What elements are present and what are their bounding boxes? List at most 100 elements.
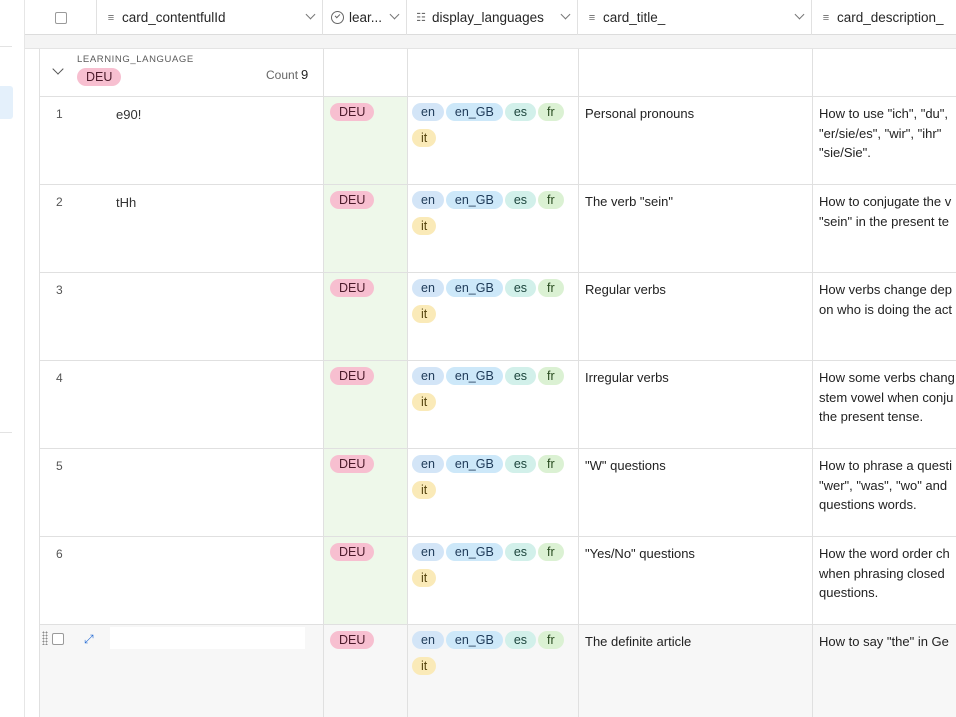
column-header-display-languages[interactable]: ☷ display_languages <box>407 0 578 35</box>
learning-language-cell[interactable]: DEU <box>324 361 408 448</box>
learning-language-cell[interactable]: DEU <box>324 273 408 360</box>
column-header-card-title[interactable]: ≡ card_title_ <box>578 0 812 35</box>
lang-tag-en: en <box>412 455 444 473</box>
card-description-cell[interactable]: How some verbs chang stem vowel when con… <box>813 361 956 448</box>
card-title-cell[interactable]: Irregular verbs <box>585 370 669 385</box>
card-title-cell[interactable]: Regular verbs <box>585 282 666 297</box>
card-title-cell[interactable]: Personal pronouns <box>585 106 695 121</box>
chevron-down-icon[interactable] <box>305 9 316 20</box>
group-count-value: 9 <box>301 67 309 82</box>
table-row-hovered[interactable]: ⤢ DEU en en_GB es fr it The definite article… <box>39 625 956 717</box>
redacted-area <box>110 627 305 649</box>
card-description-cell[interactable]: How to conjugate the v "sein" in the pre… <box>813 185 956 272</box>
description-line: "wer", "was", "wo" and <box>819 477 948 493</box>
card-description-cell[interactable]: How verbs change dep on who is doing the… <box>813 273 956 360</box>
lang-tag-en-gb: en_GB <box>445 631 503 649</box>
learning-language-cell[interactable]: DEU <box>324 449 408 536</box>
lang-tag-en: en <box>412 543 444 561</box>
column-divider <box>578 49 579 717</box>
card-description-cell[interactable]: How to phrase a questi "wer", "was", "wo… <box>813 449 956 536</box>
chevron-down-icon[interactable] <box>794 9 805 20</box>
column-header-content-id[interactable]: ≡ card_contentfulId <box>97 0 323 35</box>
collapse-group-chevron-icon[interactable] <box>52 63 64 75</box>
table-row[interactable]: 2 tHh DEU en en_GB es frit The verb "sein" … <box>39 185 956 273</box>
card-title-cell[interactable]: The definite article <box>585 634 692 649</box>
table-row[interactable]: 3 DEU en en_GB es fr it Regular verbs How ve… <box>39 273 956 361</box>
table-row[interactable]: 6 DEU en en_GB es fr it "Yes/No" questions H… <box>39 537 956 625</box>
row-number: 5 <box>56 459 63 473</box>
learning-language-cell[interactable]: DEU <box>324 625 408 712</box>
select-all-checkbox[interactable] <box>54 11 67 24</box>
content-id-cell[interactable]: tHh <box>116 195 137 210</box>
deu-tag: DEU <box>330 103 375 121</box>
column-label: card_contentfulId <box>122 10 226 25</box>
card-description-cell[interactable]: How to use "ich", "du", "er/sie/es", "wi… <box>813 97 956 184</box>
column-label: card_description_ <box>837 10 944 25</box>
select-all-cell[interactable] <box>25 0 97 35</box>
lang-tag-it: it <box>412 657 437 675</box>
card-title-cell[interactable]: "W" questions <box>585 458 666 473</box>
deu-tag: DEU <box>330 279 375 297</box>
text-field-icon: ≡ <box>107 11 115 24</box>
lang-tag-es: es <box>504 367 537 385</box>
display-languages-cell[interactable]: en en_GB es fr it <box>408 97 573 184</box>
display-languages-cell[interactable]: en en_GB es fr it <box>408 361 573 448</box>
display-languages-cell[interactable]: en en_GB es fr it <box>408 449 573 536</box>
lang-tag-fr: fr <box>538 367 564 385</box>
card-title-cell[interactable]: The verb "sein" <box>585 194 673 209</box>
lang-tag-es: es <box>504 279 537 297</box>
row-checkbox[interactable] <box>52 633 64 645</box>
card-description-cell[interactable]: How to say "the" in Ge <box>813 625 956 712</box>
drag-handle-icon[interactable] <box>42 631 48 645</box>
description-line: "er/sie/es", "wir", "ihr" <box>819 125 942 141</box>
lang-tag-it: it <box>412 393 437 411</box>
description-line: stem vowel when conju <box>819 389 954 405</box>
expand-record-icon[interactable]: ⤢ <box>84 632 94 646</box>
sidebar-divider <box>0 432 12 433</box>
chevron-down-icon[interactable] <box>389 9 400 20</box>
display-languages-cell[interactable]: en en_GB es fr it <box>408 625 573 712</box>
lang-tag-es: es <box>504 103 537 121</box>
left-sidebar-strip <box>0 0 25 717</box>
description-line: How to use "ich", "du", <box>819 106 949 121</box>
lang-tag-en-gb: en_GB <box>445 191 503 209</box>
chevron-down-icon[interactable] <box>560 9 571 20</box>
deu-tag: DEU <box>330 631 375 649</box>
data-grid: ≡ card_contentfulId lear... ☷ display_la… <box>25 0 956 717</box>
lang-tag-fr: fr <box>538 631 564 649</box>
description-line: How to conjugate the v <box>819 194 952 209</box>
lang-tag-en: en <box>412 191 444 209</box>
lang-tag-it: it <box>412 481 437 499</box>
card-description-cell[interactable]: How the word order ch when phrasing clos… <box>813 537 956 624</box>
display-languages-cell[interactable]: en en_GB es fr it <box>408 185 573 272</box>
row-number: 4 <box>56 371 63 385</box>
description-line: How verbs change dep <box>819 282 952 297</box>
learning-language-cell[interactable]: DEU <box>324 537 408 624</box>
group-value: DEU <box>77 68 123 94</box>
group-header: LEARNING_LANGUAGE DEU Count 9 <box>39 49 956 97</box>
table-row[interactable]: 5 DEU en en_GB es fr it "W" questions How to… <box>39 449 956 537</box>
sidebar-divider <box>0 46 12 47</box>
lang-tag-fr: fr <box>538 191 564 209</box>
column-divider <box>812 49 813 717</box>
card-title-cell[interactable]: "Yes/No" questions <box>585 546 695 561</box>
description-line: "sein" in the present te <box>819 213 949 229</box>
sidebar-selected-item[interactable] <box>0 86 13 119</box>
learning-language-cell[interactable]: DEU <box>324 97 408 184</box>
column-header-learning-language[interactable]: lear... <box>323 0 407 35</box>
lang-tag-en-gb: en_GB <box>445 367 503 385</box>
lang-tag-fr: fr <box>538 455 564 473</box>
row-number: 2 <box>56 195 63 209</box>
group-spacer <box>25 35 956 49</box>
description-line: the present tense. <box>819 409 924 424</box>
content-id-cell[interactable]: e90! <box>116 107 142 122</box>
display-languages-cell[interactable]: en en_GB es fr it <box>408 537 573 624</box>
description-line: "sie/Sie". <box>819 145 871 160</box>
column-header-card-description[interactable]: ≡ card_description_ <box>812 0 956 35</box>
learning-language-cell[interactable]: DEU <box>324 185 408 272</box>
description-line: questions. <box>819 585 879 600</box>
display-languages-cell[interactable]: en en_GB es fr it <box>408 273 573 360</box>
column-label: lear... <box>349 10 383 25</box>
table-row[interactable]: 1 e90! DEU en en_GB es fr it Personal pronou… <box>39 97 956 185</box>
table-row[interactable]: 4 DEU en en_GB es fr it Irregular verbs How … <box>39 361 956 449</box>
